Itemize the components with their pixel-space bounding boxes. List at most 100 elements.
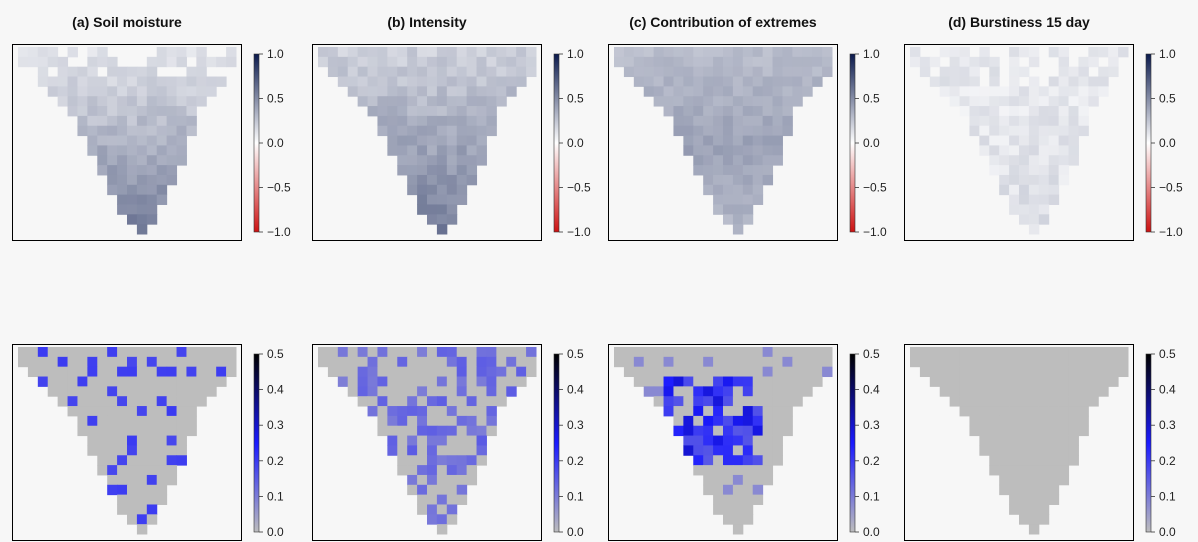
grid-cell — [1019, 86, 1030, 97]
grid-cell — [186, 425, 197, 437]
grid-cell — [176, 366, 187, 378]
grid-cell — [466, 165, 478, 176]
grid-cell — [713, 435, 724, 446]
grid-cell — [156, 347, 168, 358]
grid-cell — [703, 76, 714, 87]
grid-cell — [772, 356, 783, 368]
grid-cell — [1019, 425, 1030, 437]
grid-cell — [476, 455, 487, 466]
grid-cell — [446, 474, 458, 486]
grid-cell — [663, 56, 674, 68]
grid-cell — [337, 376, 349, 387]
grid-cell — [97, 376, 108, 387]
grid-cell — [762, 406, 774, 417]
grid-cell — [643, 356, 655, 368]
grid-cell — [703, 66, 714, 78]
grid-cell — [337, 76, 349, 87]
grid-cell — [614, 56, 625, 68]
grid-cell — [1068, 135, 1079, 146]
grid-cell — [1068, 406, 1079, 417]
grid-cell — [979, 125, 990, 137]
grid-cell — [782, 415, 793, 427]
grid-cell — [663, 66, 674, 78]
grid-cell — [693, 376, 704, 387]
grid-cell — [999, 465, 1010, 476]
grid-cell — [732, 514, 744, 525]
grid-cell — [166, 465, 178, 476]
grid-cell — [1009, 174, 1020, 186]
grid-cell — [407, 465, 418, 476]
grid-cell — [1019, 165, 1030, 176]
grid-cell — [723, 465, 734, 476]
grid-cell — [1009, 66, 1020, 78]
grid-cell — [782, 396, 793, 407]
grid-cell — [732, 56, 744, 68]
grid-cell — [506, 47, 517, 58]
grid-cell — [713, 184, 724, 196]
grid-cell — [752, 145, 764, 156]
grid-cell — [1009, 135, 1020, 146]
grid-cell — [436, 494, 448, 505]
grid-cell — [456, 96, 468, 107]
grid-cell — [1088, 356, 1099, 368]
grid-cell — [1009, 356, 1020, 368]
grid-cell — [683, 376, 694, 387]
colorbar-tick-label: 0.3 — [1159, 418, 1176, 432]
grid-cell — [910, 56, 921, 68]
grid-cell — [176, 435, 187, 446]
grid-cell — [176, 347, 187, 358]
grid-cell — [156, 494, 168, 505]
grid-cell — [969, 406, 980, 417]
grid-cell — [1068, 76, 1079, 87]
grid-cell — [1028, 474, 1040, 486]
grid-cell — [693, 66, 704, 78]
grid-cell — [989, 425, 1000, 437]
grid-cell — [1038, 386, 1050, 397]
grid-cell — [812, 356, 823, 368]
grid-cell — [742, 174, 754, 186]
grid-cell — [1048, 174, 1060, 186]
grid-cell — [732, 504, 744, 515]
grid-cell — [496, 96, 507, 107]
grid-cell — [466, 56, 478, 68]
grid-cell — [949, 356, 961, 368]
grid-cell — [703, 445, 714, 456]
grid-cell — [1068, 455, 1079, 466]
grid-cell — [732, 165, 744, 176]
grid-cell — [377, 415, 388, 427]
grid-cell — [673, 76, 684, 87]
grid-cell — [999, 106, 1010, 117]
grid-cell — [989, 155, 1000, 166]
grid-cell — [1019, 484, 1030, 496]
grid-cell — [417, 184, 428, 196]
grid-cell — [1058, 47, 1070, 58]
grid-cell — [999, 366, 1010, 378]
grid-cell — [742, 115, 754, 127]
grid-cell — [397, 125, 408, 137]
grid-cell — [1019, 455, 1030, 466]
grid-cell — [762, 435, 774, 446]
grid-cell — [446, 155, 458, 166]
grid-cell — [969, 366, 980, 378]
grid-cell — [427, 47, 438, 58]
grid-cell — [1009, 474, 1020, 486]
grid-cell — [407, 106, 418, 117]
grid-cell — [486, 106, 497, 117]
grid-cell — [1028, 396, 1040, 407]
grid-cell — [67, 356, 78, 368]
grid-cell — [772, 406, 783, 417]
grid-cell — [742, 356, 754, 368]
grid-cell — [427, 76, 438, 87]
grid-cell — [1048, 106, 1060, 117]
grid-cell — [117, 135, 128, 146]
grid-cell — [782, 66, 793, 78]
grid-cell — [387, 76, 398, 87]
grid-cell — [1058, 66, 1070, 78]
grid-cell — [146, 415, 158, 427]
grid-cell — [742, 504, 754, 515]
grid-cell — [1068, 435, 1079, 446]
grid-cell — [683, 106, 694, 117]
grid-cell — [486, 406, 497, 417]
grid-cell — [802, 347, 813, 358]
grid-cell — [713, 347, 724, 358]
